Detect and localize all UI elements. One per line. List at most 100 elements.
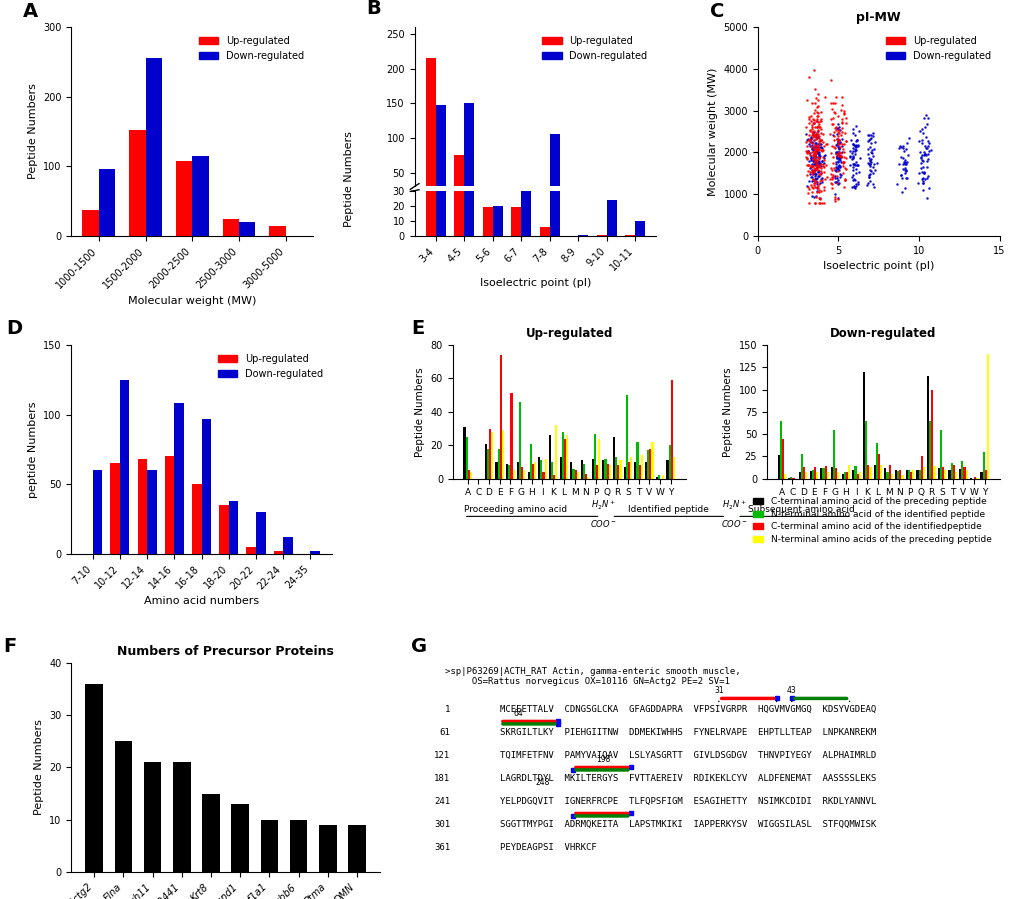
Point	[797, 127, 813, 141]
Point	[828, 171, 845, 185]
Point	[808, 143, 824, 157]
Point	[808, 104, 824, 119]
Point	[829, 146, 846, 160]
Point	[800, 157, 816, 172]
Point	[808, 183, 824, 198]
Point	[811, 140, 827, 155]
Bar	[596, 235, 606, 236]
Y-axis label: Peptide Numbers: Peptide Numbers	[722, 367, 733, 457]
Point	[810, 138, 826, 152]
Point	[800, 137, 816, 151]
Point	[814, 156, 830, 171]
Point	[806, 169, 822, 183]
Bar	[529, 443, 531, 478]
Point	[808, 160, 824, 174]
Point	[824, 111, 841, 125]
Point	[897, 154, 913, 168]
Bar	[938, 430, 942, 478]
Bar	[138, 459, 147, 554]
Point	[808, 125, 824, 139]
Point	[837, 151, 853, 165]
Point	[802, 158, 818, 173]
Point	[806, 147, 822, 162]
Point	[845, 138, 861, 152]
Point	[807, 129, 823, 144]
Title: Down-regulated: Down-regulated	[829, 326, 935, 340]
Point	[861, 157, 877, 172]
Point	[810, 136, 826, 150]
Point	[829, 145, 846, 159]
Point	[827, 138, 844, 153]
Bar	[815, 472, 817, 478]
Point	[814, 127, 830, 141]
Bar	[909, 472, 911, 478]
Point	[832, 153, 848, 167]
Point	[804, 130, 820, 145]
Text: 64: 64	[513, 709, 523, 718]
Point	[811, 134, 827, 148]
Point	[825, 190, 842, 204]
Point	[811, 140, 827, 155]
Point	[918, 117, 934, 131]
Point	[919, 111, 935, 125]
Point	[807, 132, 823, 147]
Bar	[511, 208, 521, 236]
Point	[802, 170, 818, 184]
Bar	[549, 76, 559, 236]
Point	[832, 149, 848, 164]
Point	[805, 174, 821, 188]
Point	[809, 165, 825, 179]
Point	[817, 157, 834, 172]
Point	[802, 151, 818, 165]
Point	[826, 187, 843, 201]
Point	[822, 95, 839, 110]
Bar	[453, 122, 464, 236]
Point	[834, 90, 850, 104]
Bar	[192, 485, 202, 554]
Point	[896, 163, 912, 177]
Point	[805, 165, 821, 180]
Point	[894, 151, 910, 165]
Point	[821, 73, 838, 87]
Bar	[484, 443, 486, 478]
Point	[895, 156, 911, 170]
Point	[808, 111, 824, 126]
Text: D: D	[6, 319, 22, 338]
Point	[847, 177, 863, 191]
Point	[803, 181, 819, 195]
Point	[805, 116, 821, 130]
Point	[835, 106, 851, 120]
Bar	[915, 470, 918, 478]
Bar	[488, 429, 491, 478]
Point	[803, 156, 819, 171]
Point	[837, 111, 853, 125]
Point	[890, 141, 906, 156]
Bar	[776, 455, 779, 478]
Point	[915, 165, 931, 180]
Bar	[800, 454, 802, 478]
Bar	[435, 12, 445, 236]
Legend: Up-regulated, Down-regulated: Up-regulated, Down-regulated	[195, 31, 308, 65]
Point	[809, 105, 825, 120]
Bar	[222, 218, 238, 236]
Point	[800, 195, 816, 209]
Point	[827, 145, 844, 159]
Point	[821, 127, 838, 141]
Point	[799, 186, 815, 200]
Point	[829, 163, 846, 177]
Bar	[99, 168, 115, 236]
Point	[805, 191, 821, 205]
Point	[897, 141, 913, 156]
Bar	[601, 460, 604, 478]
Point	[834, 139, 850, 154]
Point	[893, 184, 909, 199]
Point	[915, 166, 931, 181]
Point	[813, 195, 829, 209]
Point	[808, 120, 824, 134]
Point	[830, 137, 847, 151]
Point	[896, 165, 912, 180]
Point	[828, 136, 845, 150]
Bar	[614, 457, 616, 478]
Point	[798, 139, 814, 154]
Point	[827, 175, 844, 190]
